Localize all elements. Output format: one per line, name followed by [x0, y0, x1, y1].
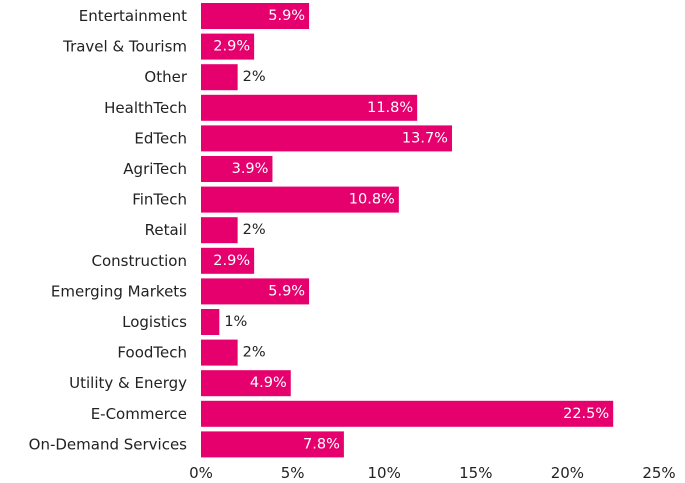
data-label-retail: 2%: [243, 222, 266, 238]
category-label-other: Other: [144, 68, 187, 86]
data-label-fintech: 10.8%: [349, 192, 395, 208]
bar-e-commerce: [201, 400, 614, 427]
data-label-other: 2%: [243, 69, 266, 85]
category-label-utility-and-energy: Utility & Energy: [69, 374, 187, 392]
bars-layer: [201, 3, 614, 458]
bar-on-demand-services: [201, 431, 344, 458]
data-labels: 5.9% 2.9% 2% 11.8% 13.7% 3.9% 10.8% 2% 2.9% 5.9% 1…: [213, 8, 609, 452]
category-label-agritech: AgriTech: [123, 160, 187, 178]
x-tick-label-0: 0%: [189, 464, 213, 482]
bar-retail: [201, 217, 238, 244]
data-label-logistics: 1%: [224, 314, 247, 330]
category-label-entertainment: Entertainment: [79, 7, 187, 25]
bar-fintech: [201, 186, 399, 213]
x-axis-ticks: 0% 5% 10% 15% 20% 25%: [189, 464, 676, 482]
bar-foodtech: [201, 339, 238, 366]
data-label-construction: 2.9%: [213, 253, 250, 269]
category-label-edtech: EdTech: [134, 129, 187, 147]
bar-construction: [201, 247, 255, 274]
category-labels: Entertainment Travel & Tourism Other Health…: [29, 7, 188, 453]
category-label-fintech: FinTech: [132, 191, 187, 209]
category-label-e-commerce: E-Commerce: [91, 405, 187, 423]
bar-other: [201, 64, 238, 91]
data-label-foodtech: 2%: [243, 345, 266, 361]
category-label-travel-and-tourism: Travel & Tourism: [62, 38, 187, 56]
data-label-travel-and-tourism: 2.9%: [213, 39, 250, 55]
data-label-emerging-markets: 5.9%: [268, 283, 305, 299]
bar-edtech: [201, 125, 452, 152]
category-label-foodtech: FoodTech: [117, 344, 187, 362]
data-label-agritech: 3.9%: [232, 161, 269, 177]
category-label-healthtech: HealthTech: [104, 99, 187, 117]
x-tick-label-5: 5%: [281, 464, 305, 482]
data-label-on-demand-services: 7.8%: [303, 436, 340, 452]
x-tick-label-25: 25%: [642, 464, 675, 482]
bar-logistics: [201, 309, 220, 335]
data-label-entertainment: 5.9%: [268, 8, 305, 24]
category-label-construction: Construction: [91, 252, 187, 270]
bar-travel-and-tourism: [201, 33, 255, 60]
data-label-e-commerce: 22.5%: [563, 406, 609, 422]
category-label-on-demand-services: On-Demand Services: [29, 435, 188, 453]
bar-utility-and-energy: [201, 370, 291, 397]
bar-entertainment: [201, 3, 310, 29]
category-label-emerging-markets: Emerging Markets: [51, 282, 187, 300]
bar-emerging-markets: [201, 278, 310, 305]
data-label-edtech: 13.7%: [402, 130, 448, 146]
x-tick-label-15: 15%: [459, 464, 492, 482]
x-tick-label-10: 10%: [368, 464, 401, 482]
category-label-retail: Retail: [145, 221, 187, 239]
data-label-healthtech: 11.8%: [367, 100, 413, 116]
bar-healthtech: [201, 94, 418, 121]
bar-agritech: [201, 156, 273, 182]
category-label-logistics: Logistics: [122, 313, 187, 331]
data-label-utility-and-energy: 4.9%: [250, 375, 287, 391]
x-tick-label-20: 20%: [551, 464, 584, 482]
